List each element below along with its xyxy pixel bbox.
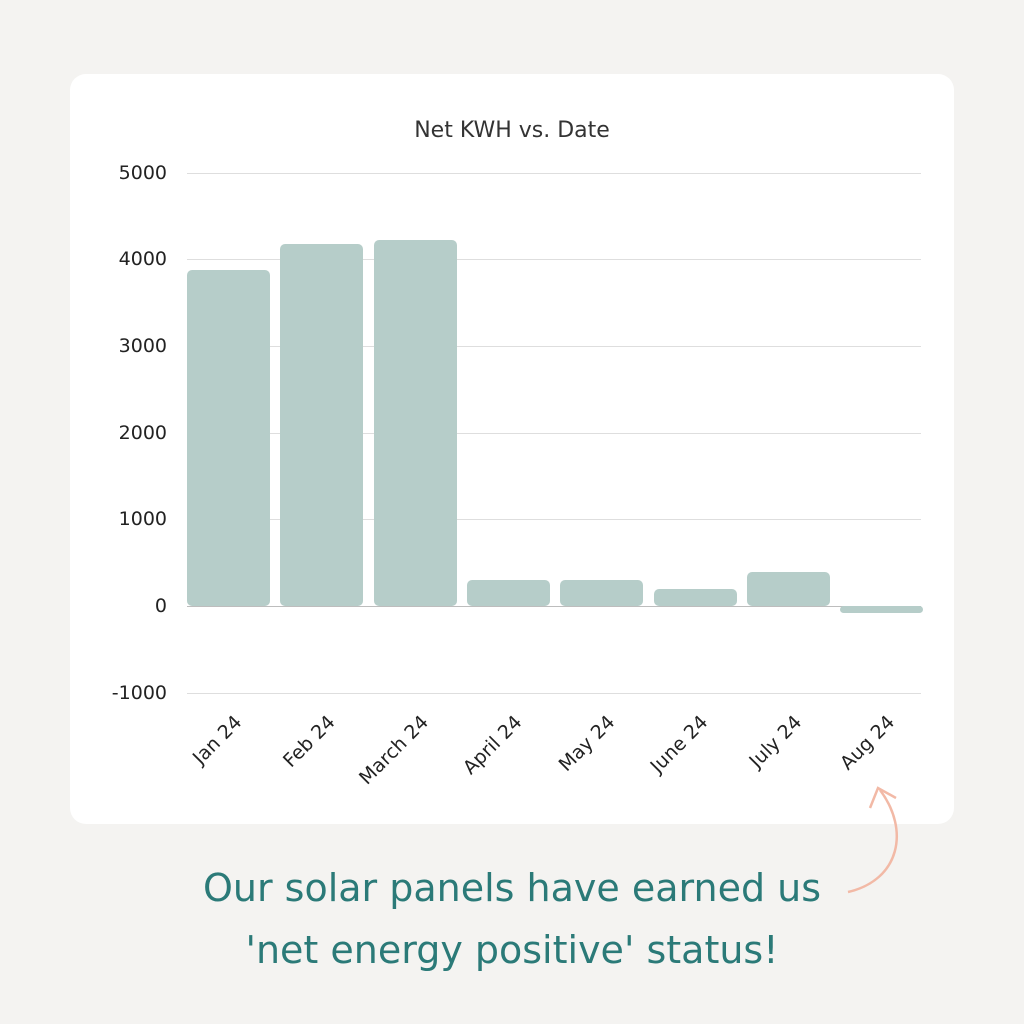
gridline <box>187 432 921 434</box>
y-tick-label: 1000 <box>118 508 167 531</box>
gridline <box>187 692 921 694</box>
caption-line-1: Our solar panels have earned us <box>202 866 822 910</box>
caption-line-2: 'net energy positive' status! <box>245 928 779 972</box>
y-tick-label: 0 <box>154 595 167 617</box>
chart-title: Net KWH vs. Date <box>414 118 610 143</box>
bar <box>187 269 270 606</box>
curved-arrow-icon <box>847 786 898 894</box>
gridline <box>187 519 921 521</box>
bar <box>280 243 364 606</box>
y-tick-label: 2000 <box>118 421 167 444</box>
bar <box>746 572 830 606</box>
y-tick-label: 3000 <box>118 334 167 357</box>
bar <box>560 579 644 606</box>
bar <box>466 579 550 606</box>
bar <box>840 606 924 613</box>
bar <box>373 240 457 606</box>
y-tick-label: 4000 <box>118 248 167 271</box>
gridline <box>187 259 921 261</box>
gridline <box>187 345 921 347</box>
gridline <box>187 606 921 607</box>
gridline <box>187 172 921 174</box>
bar <box>653 589 737 606</box>
y-tick-label: -1000 <box>111 681 167 704</box>
y-tick-label: 5000 <box>118 161 167 184</box>
